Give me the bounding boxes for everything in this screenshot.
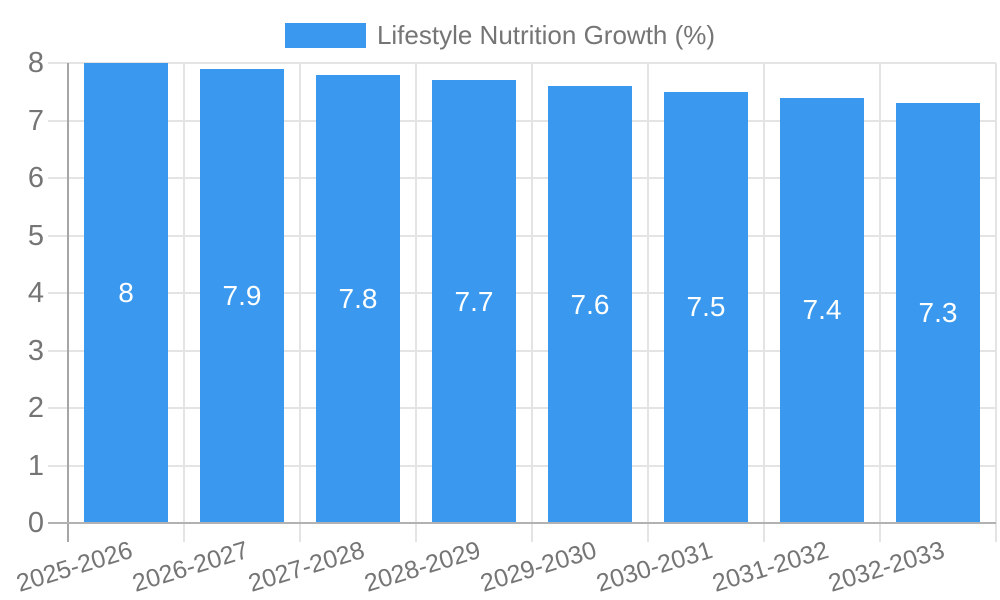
y-axis-tick-label: 6	[27, 162, 44, 194]
x-axis-category-label: 2029-2030	[477, 536, 601, 598]
gridline-horizontal	[48, 407, 996, 409]
gridline-vertical	[763, 63, 765, 542]
gridline-vertical	[647, 63, 649, 542]
gridline-vertical	[299, 63, 301, 542]
bar-value-label: 7.9	[222, 279, 262, 311]
bar-value-label: 8	[118, 277, 134, 308]
gridline-horizontal	[48, 62, 996, 64]
y-axis-tick-label: 2	[27, 392, 44, 424]
bar-value-label: 7.8	[338, 282, 378, 314]
y-axis-line	[67, 63, 69, 542]
bar-value-label: 7.6	[570, 288, 610, 320]
y-axis-tick-label: 0	[27, 507, 44, 539]
x-axis-category-label: 2026-2027	[129, 536, 253, 598]
y-axis-tick-label: 1	[27, 449, 44, 482]
gridline-vertical	[183, 63, 185, 542]
gridline-horizontal	[48, 119, 996, 122]
bar-2030-2031[interactable]	[664, 91, 748, 523]
y-axis-tick-label: 4	[27, 277, 44, 309]
gridline-vertical	[995, 63, 997, 542]
gridline-vertical	[879, 63, 881, 542]
legend[interactable]: Lifestyle Nutrition Growth (%)	[0, 20, 1000, 51]
bar-2027-2028[interactable]	[316, 74, 400, 523]
bar-2028-2029[interactable]	[432, 80, 516, 523]
bar-value-label: 7.3	[918, 297, 958, 329]
legend-swatch	[284, 23, 366, 48]
bar-2026-2027[interactable]	[200, 68, 284, 523]
gridline-horizontal	[48, 464, 996, 467]
bar-value-label: 7.7	[454, 285, 494, 317]
y-axis-tick-label: 3	[27, 334, 44, 367]
bar-2031-2032[interactable]	[780, 97, 864, 523]
gridline-vertical	[531, 63, 533, 542]
x-axis-category-label: 2032-2033	[825, 536, 949, 598]
x-axis-line	[48, 522, 996, 524]
bar-2032-2033[interactable]	[896, 103, 980, 523]
bar-value-label: 7.4	[802, 294, 842, 326]
gridline-horizontal	[48, 234, 996, 237]
bar-value-label: 7.5	[686, 291, 726, 323]
y-axis-tick-label: 7	[27, 104, 44, 137]
x-axis-category-label: 2031-2032	[709, 536, 833, 598]
y-axis-tick-label: 5	[27, 219, 44, 252]
gridline-vertical	[415, 63, 417, 542]
x-axis-category-label: 2028-2029	[361, 536, 485, 598]
gridline-horizontal	[48, 349, 996, 352]
gridline-horizontal	[48, 292, 996, 294]
x-axis-category-label: 2030-2031	[593, 536, 717, 598]
bar-2025-2026[interactable]	[84, 63, 168, 523]
bar-2029-2030[interactable]	[548, 86, 632, 523]
y-axis-tick-label: 8	[27, 47, 44, 79]
gridline-horizontal	[48, 177, 996, 179]
x-axis-category-label: 2025-2026	[13, 536, 137, 598]
x-axis-category-label: 2027-2028	[245, 536, 369, 598]
legend-series-label: Lifestyle Nutrition Growth (%)	[376, 20, 716, 50]
